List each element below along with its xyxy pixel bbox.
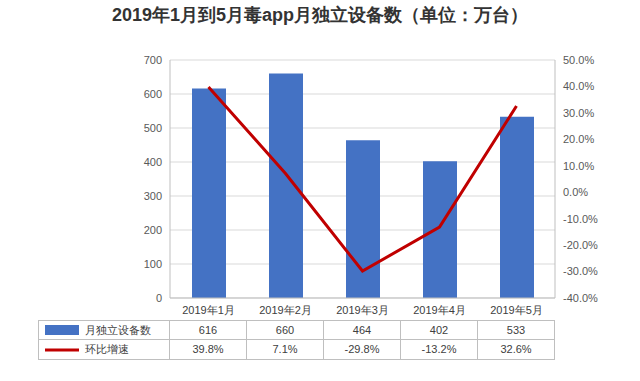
svg-text:-40.0%: -40.0% [563,292,598,304]
svg-text:2019年2月: 2019年2月 [259,304,312,316]
svg-text:-20.0%: -20.0% [563,239,598,251]
html-text:环比增速: 环比增速 [85,343,129,355]
html-text:-29.8%: -29.8% [344,343,380,355]
svg-text:500: 500 [144,122,162,134]
html-text:533: 533 [506,324,526,336]
html-text:-13.2%: -13.2% [421,343,457,355]
html-text:月独立设备数: 月独立设备数 [85,323,151,336]
svg-text:2019年5月: 2019年5月 [490,304,543,316]
svg-text:100: 100 [144,258,162,270]
svg-text:-10.0%: -10.0% [563,213,598,225]
html-text:32.6%: 32.6% [500,343,532,355]
svg-text:40.0%: 40.0% [563,80,594,92]
svg-text:700: 700 [144,54,162,66]
svg-text:50.0%: 50.0% [563,54,594,66]
svg-text:300: 300 [144,190,162,202]
html-text:39.8%: 39.8% [192,343,224,355]
svg-text:10.0%: 10.0% [563,160,594,172]
svg-text:200: 200 [144,224,162,236]
html-text:402: 402 [429,324,449,336]
svg-text:-30.0%: -30.0% [563,265,598,277]
html-text:616: 616 [198,324,218,336]
svg-text:2019年3月: 2019年3月 [336,304,389,316]
html-text:660: 660 [275,324,295,336]
svg-text:2019年1月: 2019年1月 [182,304,235,316]
svg-text:30.0%: 30.0% [563,107,594,119]
svg-text:2019年4月: 2019年4月 [413,304,466,316]
svg-text:20.0%: 20.0% [563,133,594,145]
svg-text:0.0%: 0.0% [563,186,588,198]
html-text:2019年1月到5月毒app月独立设备数（单位：万台）: 2019年1月到5月毒app月独立设备数（单位：万台） [112,5,528,25]
svg-text:600: 600 [144,88,162,100]
html-text:7.1%: 7.1% [272,343,298,355]
html-text:464: 464 [352,324,372,336]
svg-text:0: 0 [156,292,162,304]
svg-text:400: 400 [144,156,162,168]
